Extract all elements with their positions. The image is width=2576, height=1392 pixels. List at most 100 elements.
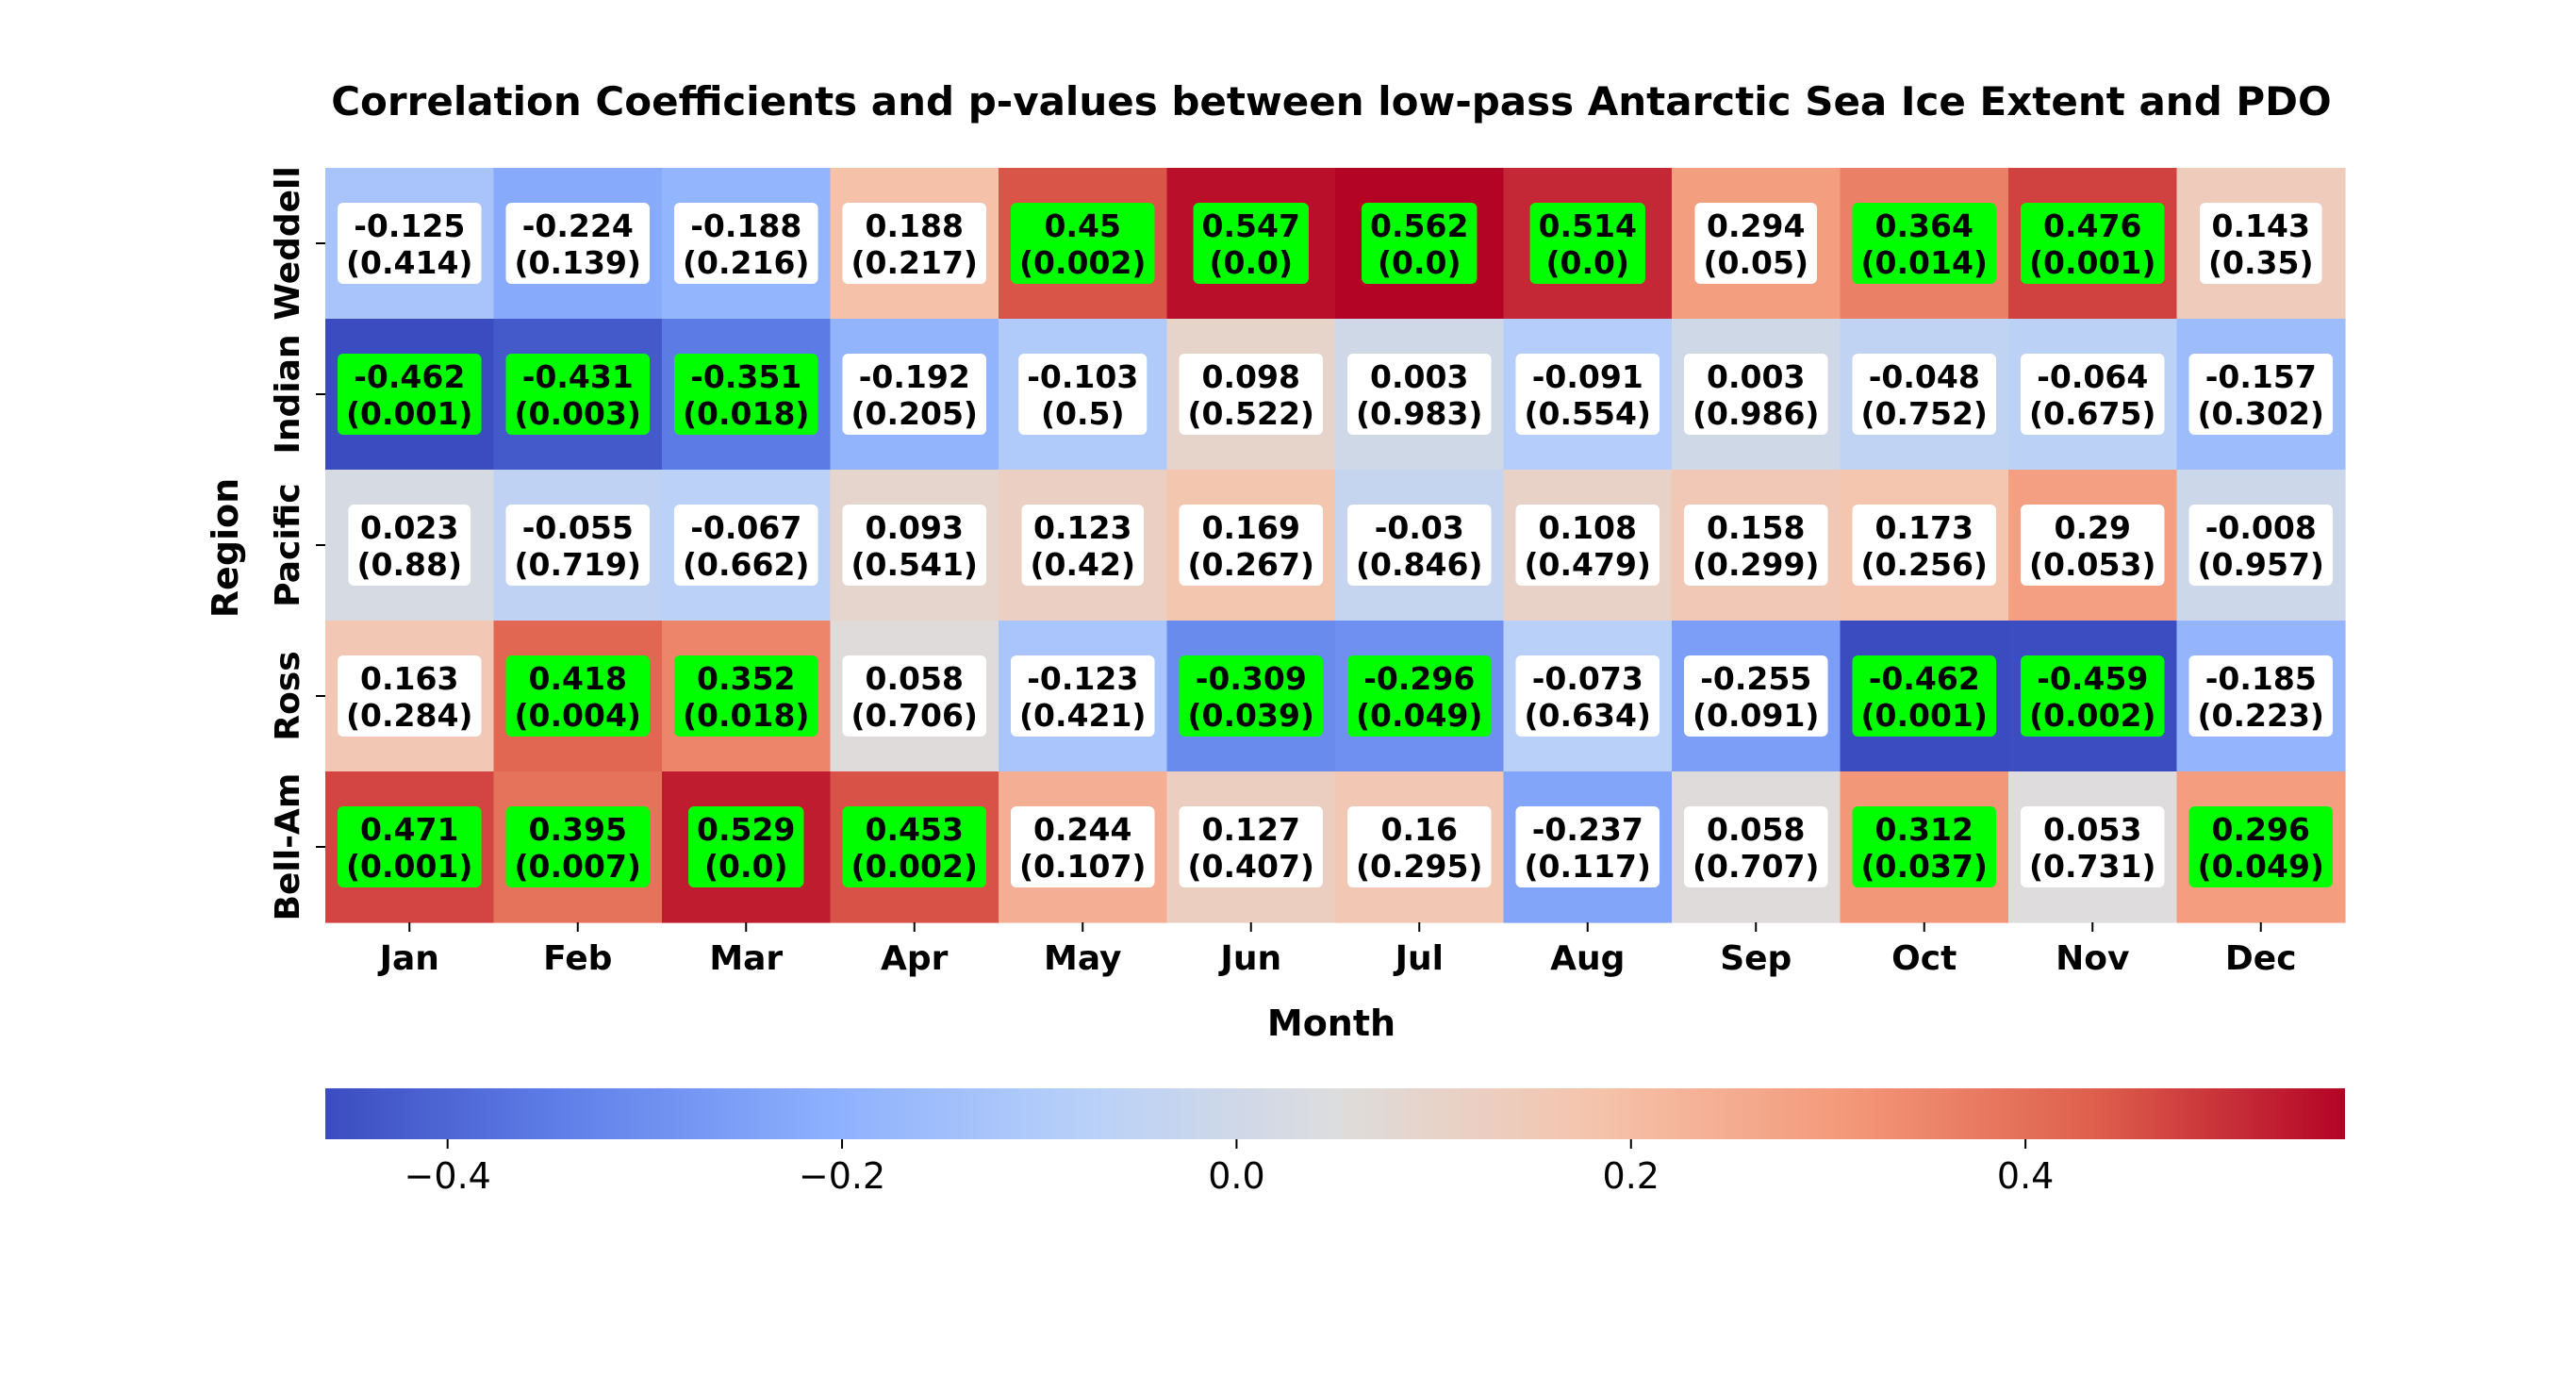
significant-label-box: [337, 354, 482, 435]
label-box: [1515, 655, 1660, 737]
colorbar-tick-label: −0.4: [405, 1155, 491, 1197]
cell-pvalue-label: (0.479): [1524, 546, 1651, 583]
cell-value-label: -0.224: [522, 207, 634, 244]
cell-pvalue-label: (0.957): [2197, 546, 2324, 583]
cell-pvalue-label: (0.05): [1703, 244, 1808, 281]
cell-value-label: -0.03: [1375, 509, 1464, 546]
cell-pvalue-label: (0.284): [346, 697, 473, 734]
cell-value-label: 0.529: [697, 811, 795, 848]
cell-value-label: 0.547: [1202, 207, 1300, 244]
cell-value-label: 0.244: [1033, 811, 1131, 848]
cell-pvalue-label: (0.706): [850, 697, 978, 734]
label-box: [1010, 806, 1155, 887]
cell-value-label: 0.003: [1370, 358, 1468, 395]
cell-value-label: -0.091: [1532, 358, 1643, 395]
y-tick-label: Pacific: [269, 483, 307, 606]
label-box: [2188, 505, 2334, 586]
cell-pvalue-label: (0.053): [2029, 546, 2156, 583]
label-box: [1515, 806, 1660, 887]
cell-value-label: 0.003: [1707, 358, 1805, 395]
cell-value-label: 0.352: [697, 660, 795, 697]
cell-pvalue-label: (0.302): [2197, 395, 2324, 432]
cell-pvalue-label: (0.88): [356, 546, 462, 583]
x-tick-label: Jul: [1393, 939, 1444, 978]
significant-label-box: [1010, 203, 1155, 284]
cell-pvalue-label: (0.5): [1041, 395, 1125, 432]
significant-label-box: [505, 806, 651, 887]
label-box: [348, 505, 471, 586]
label-box: [1021, 505, 1145, 586]
cell-pvalue-label: (0.0): [1378, 244, 1461, 281]
y-axis-ticks: Weddell Indian Pacific Ross Bell-Am: [269, 166, 325, 920]
x-tick-label: Nov: [2056, 939, 2129, 978]
label-box: [505, 505, 651, 586]
cell-pvalue-label: (0.205): [850, 395, 978, 432]
cell-value-label: -0.431: [522, 358, 634, 395]
cell-pvalue-label: (0.014): [1860, 244, 1988, 281]
significant-label-box: [1346, 655, 1492, 737]
cell-pvalue-label: (0.049): [2197, 848, 2324, 885]
cell-pvalue-label: (0.139): [514, 244, 641, 281]
cell-value-label: 0.173: [1875, 509, 1973, 546]
cell-pvalue-label: (0.001): [1860, 697, 1988, 734]
cell-pvalue-label: (0.002): [1019, 244, 1147, 281]
x-tick-label: Mar: [709, 939, 783, 978]
x-tick-label: Jun: [1217, 939, 1281, 978]
cell-value-label: 0.294: [1707, 207, 1805, 244]
cell-value-label: 0.45: [1045, 207, 1121, 244]
significant-label-box: [2188, 806, 2334, 887]
label-box: [337, 655, 482, 737]
cell-pvalue-label: (0.522): [1187, 395, 1314, 432]
cell-value-label: -0.064: [2037, 358, 2148, 395]
cell-pvalue-label: (0.004): [514, 697, 641, 734]
significant-label-box: [673, 354, 818, 435]
cell-pvalue-label: (0.541): [850, 546, 978, 583]
cell-value-label: -0.309: [1196, 660, 1307, 697]
x-tick-label: Oct: [1891, 939, 1957, 978]
cell-value-label: -0.103: [1027, 358, 1138, 395]
cell-value-label: 0.058: [866, 660, 964, 697]
colorbar: −0.4 −0.2 0.0 0.2 0.4: [325, 1088, 2345, 1197]
cell-pvalue-label: (0.001): [346, 395, 473, 432]
label-box: [1683, 806, 1828, 887]
label-box: [842, 655, 987, 737]
cell-pvalue-label: (0.216): [683, 244, 810, 281]
cell-pvalue-label: (0.256): [1860, 546, 1988, 583]
cell-pvalue-label: (0.267): [1187, 546, 1314, 583]
cell-pvalue-label: (0.707): [1693, 848, 1820, 885]
cell-value-label: -0.048: [1869, 358, 1980, 395]
cell-value-label: 0.143: [2212, 207, 2310, 244]
colorbar-tick-label: 0.4: [1997, 1155, 2054, 1197]
cell-value-label: -0.055: [522, 509, 634, 546]
label-box: [337, 203, 482, 284]
cell-pvalue-label: (0.037): [1860, 848, 1988, 885]
significant-label-box: [1193, 203, 1309, 284]
significant-label-box: [505, 655, 651, 737]
cell-value-label: 0.158: [1707, 509, 1805, 546]
label-box: [842, 505, 987, 586]
cell-value-label: 0.471: [360, 811, 458, 848]
significant-label-box: [505, 354, 651, 435]
x-tick-label: Sep: [1720, 939, 1792, 978]
cell-pvalue-label: (0.407): [1187, 848, 1314, 885]
x-tick-label: May: [1044, 939, 1121, 978]
significant-label-box: [1529, 203, 1645, 284]
cell-pvalue-label: (0.295): [1356, 848, 1483, 885]
label-box: [842, 354, 987, 435]
label-box: [2020, 354, 2165, 435]
label-box: [2020, 505, 2165, 586]
significant-label-box: [1852, 655, 1997, 737]
label-box: [1852, 505, 1997, 586]
cell-pvalue-label: (0.002): [2029, 697, 2156, 734]
y-tick-label: Ross: [269, 651, 307, 740]
significant-label-box: [673, 655, 818, 737]
x-tick-label: Jan: [377, 939, 439, 978]
cell-pvalue-label: (0.42): [1030, 546, 1135, 583]
y-axis-label: Region: [205, 478, 246, 618]
cell-pvalue-label: (0.217): [850, 244, 978, 281]
x-axis-label: Month: [1267, 1003, 1395, 1044]
x-tick-label: Dec: [2225, 939, 2297, 978]
label-box: [673, 203, 818, 284]
label-box: [505, 203, 651, 284]
y-tick-label: Indian: [269, 334, 307, 454]
